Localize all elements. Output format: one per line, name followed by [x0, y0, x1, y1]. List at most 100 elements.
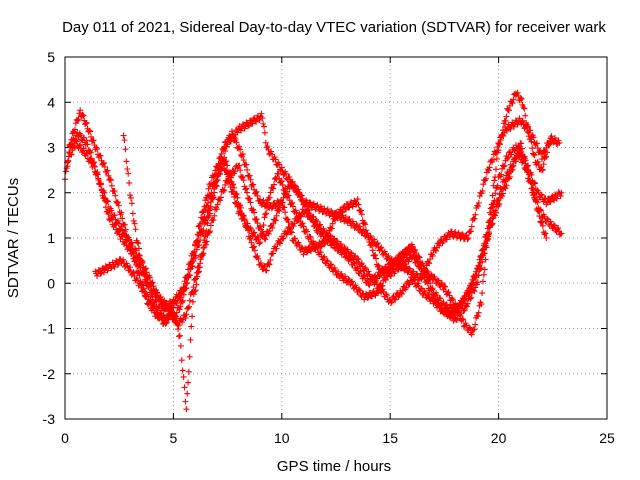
series-track-5: [120, 110, 554, 317]
data-point: [536, 213, 543, 220]
data-point: [260, 231, 267, 238]
data-point: [284, 188, 291, 195]
data-point: [233, 139, 240, 146]
data-point: [290, 223, 297, 230]
data-point: [179, 297, 186, 304]
data-point: [493, 155, 500, 162]
data-point: [310, 200, 317, 207]
data-point: [134, 277, 141, 284]
data-point: [338, 270, 345, 277]
data-point: [528, 138, 535, 145]
data-point: [451, 310, 458, 317]
data-point: [486, 218, 493, 225]
data-point: [516, 115, 523, 122]
data-point: [364, 294, 371, 301]
data-point: [189, 263, 196, 270]
data-point: [193, 246, 200, 253]
data-point: [378, 244, 385, 251]
data-point: [377, 272, 384, 279]
data-point: [232, 168, 239, 175]
data-point: [160, 307, 167, 314]
data-point: [122, 146, 129, 153]
data-point: [388, 299, 395, 306]
data-point: [197, 236, 204, 243]
data-point: [414, 280, 421, 287]
data-point: [346, 216, 353, 223]
data-point: [485, 167, 492, 174]
x-tick-label: 25: [599, 430, 615, 446]
data-point: [175, 294, 182, 301]
data-point: [244, 227, 251, 234]
data-point: [186, 353, 193, 360]
data-point: [525, 166, 532, 173]
data-point: [244, 189, 251, 196]
data-point: [369, 247, 376, 254]
data-point: [544, 215, 551, 222]
data-point: [186, 297, 193, 304]
x-tick-label: 10: [274, 430, 290, 446]
data-point: [104, 197, 111, 204]
data-point: [202, 241, 209, 248]
data-point: [187, 336, 194, 343]
data-point: [503, 113, 510, 120]
data-point: [272, 203, 279, 210]
data-point: [514, 89, 521, 96]
data-point: [237, 146, 244, 153]
data-point: [502, 185, 509, 192]
data-point: [247, 176, 254, 183]
data-point: [206, 229, 213, 236]
data-point: [95, 266, 102, 273]
data-point: [273, 212, 280, 219]
data-point: [237, 167, 244, 174]
data-point: [532, 194, 539, 201]
data-point: [77, 107, 84, 114]
data-point: [376, 282, 383, 289]
data-point: [170, 311, 177, 318]
data-point: [297, 213, 304, 220]
data-point: [248, 239, 255, 246]
data-point: [317, 249, 324, 256]
data-point: [538, 219, 545, 226]
data-point: [447, 313, 454, 320]
data-point: [373, 277, 380, 284]
x-tick-label: 0: [61, 430, 69, 446]
data-point: [350, 285, 357, 292]
data-point: [243, 161, 250, 168]
data-point: [474, 279, 481, 286]
data-point: [383, 292, 390, 299]
data-point: [381, 276, 388, 283]
data-point: [497, 136, 504, 143]
data-point: [472, 273, 479, 280]
data-point: [342, 205, 349, 212]
data-point: [358, 211, 365, 218]
data-point: [312, 216, 319, 223]
data-point: [196, 264, 203, 271]
data-point: [507, 125, 514, 132]
data-point: [243, 119, 250, 126]
data-point: [211, 212, 218, 219]
data-point: [295, 239, 302, 246]
data-point: [250, 206, 257, 213]
data-point: [488, 221, 495, 228]
data-point: [419, 274, 426, 281]
data-point: [146, 297, 153, 304]
data-point: [192, 276, 199, 283]
data-point: [316, 239, 323, 246]
data-point: [314, 201, 321, 208]
data-point: [502, 117, 509, 124]
data-point: [224, 178, 231, 185]
data-point: [355, 286, 362, 293]
data-point: [300, 223, 307, 230]
data-point: [375, 262, 382, 269]
data-point: [126, 179, 133, 186]
data-point: [310, 213, 317, 220]
data-point: [517, 94, 524, 101]
data-point: [290, 203, 297, 210]
data-point: [297, 191, 304, 198]
data-point: [211, 189, 218, 196]
data-point: [479, 252, 486, 259]
data-point: [488, 204, 495, 211]
data-point: [461, 297, 468, 304]
plot-frame: [64, 56, 608, 420]
data-point: [282, 170, 289, 177]
